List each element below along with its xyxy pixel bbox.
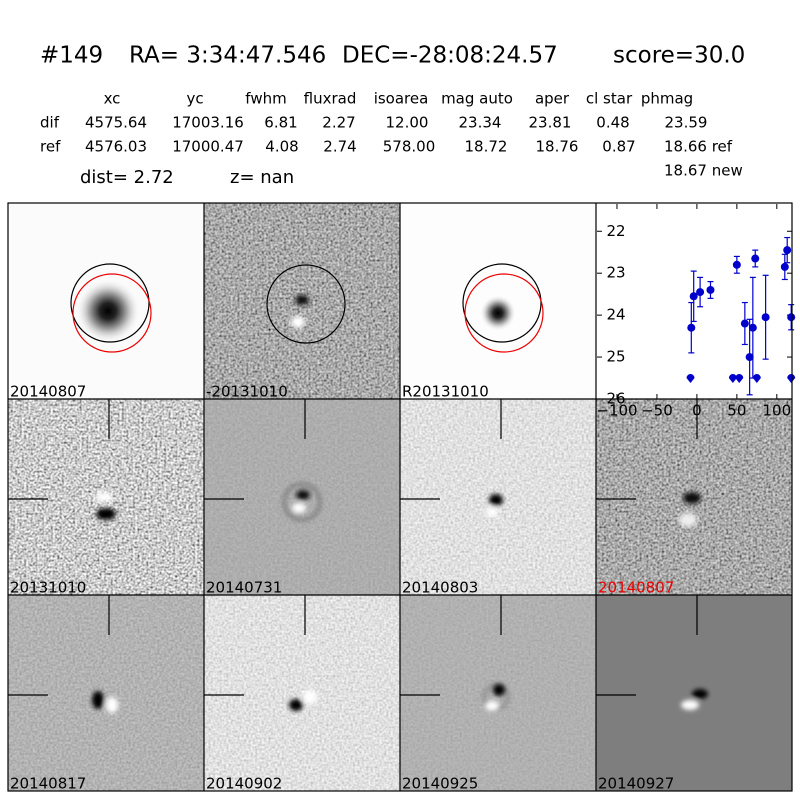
table-cell: 23.34: [459, 114, 502, 132]
image-panel: [400, 203, 596, 399]
z: z= nan: [230, 167, 294, 188]
image-panel: [596, 595, 792, 791]
upper-limit: [752, 374, 761, 384]
image-panel: [400, 595, 596, 791]
table-cell: 18.72: [465, 138, 508, 156]
panel-label: 20140927: [598, 775, 674, 793]
point: [783, 246, 792, 255]
table-cell: 4.08: [265, 138, 298, 156]
row-label: ref: [40, 138, 61, 156]
score: score=30.0: [613, 43, 745, 69]
column-header: phmag: [641, 90, 693, 108]
y-tick-label: 22: [606, 222, 625, 240]
table-cell: 0.48: [596, 114, 629, 132]
point: [748, 323, 757, 332]
table-cell: 17003.16: [172, 114, 244, 132]
column-header: fwhm: [245, 90, 286, 108]
column-header: cl star: [586, 90, 633, 108]
plot-area: [597, 204, 792, 399]
table-cell: 18.76: [536, 138, 579, 156]
image-panel: [204, 399, 400, 595]
table-cell: 4576.03: [85, 138, 147, 156]
x-tick-label: 100: [762, 402, 791, 420]
point: [780, 262, 789, 271]
ra: RA= 3:34:47.546: [129, 43, 326, 69]
image-panel: [400, 399, 596, 595]
new-mag: 18.67 new: [664, 162, 743, 180]
panel-label: R20131010: [402, 383, 489, 401]
stats-table: xc yc fwhm fluxrad isoarea mag auto aper cl sta…: [40, 90, 733, 156]
panel-label: 20140731: [206, 579, 282, 597]
image-panel: [596, 399, 792, 595]
point: [696, 288, 705, 297]
x-tick-label: 50: [727, 402, 746, 420]
panel-label: 20140807: [598, 579, 674, 597]
crosshairs: [8, 399, 698, 696]
column-header: fluxrad: [304, 90, 357, 108]
x-tick-label: 0: [692, 402, 702, 420]
point: [687, 323, 696, 332]
point: [745, 353, 754, 362]
panel-label: 20140925: [402, 775, 478, 793]
y-tick-label: 23: [606, 264, 625, 282]
upper-limit: [728, 374, 737, 384]
dec: DEC=-28:08:24.57: [342, 43, 558, 69]
dist: dist= 2.72: [80, 167, 174, 188]
point: [732, 260, 741, 269]
y-tick-label: 26: [606, 390, 625, 408]
image-panel: [204, 203, 400, 399]
table-cell: 12.00: [386, 114, 429, 132]
table-cell: 2.27: [322, 114, 355, 132]
table-cell: 6.81: [264, 114, 297, 132]
column-header: mag auto: [441, 90, 513, 108]
panel-label: -20131010: [206, 383, 288, 401]
image-panel: [8, 203, 204, 399]
point: [706, 285, 715, 294]
table-cell: 578.00: [383, 138, 436, 156]
table-cell: 17000.47: [172, 138, 244, 156]
point: [751, 254, 760, 263]
panel-label: 20140902: [206, 775, 282, 793]
column-header: aper: [535, 90, 570, 108]
upper-limit: [686, 374, 695, 384]
column-header: xc: [104, 90, 121, 108]
point: [787, 313, 796, 322]
point: [689, 292, 698, 301]
image-panel: [204, 595, 400, 791]
x-tick-label: −100: [596, 402, 637, 420]
y-tick-label: 24: [606, 306, 625, 324]
table-cell: 23.59: [665, 114, 708, 132]
panel-label: 20140807: [10, 383, 86, 401]
light-curve: [597, 204, 796, 400]
image-panel: [8, 595, 204, 791]
panel-label: 20140817: [10, 775, 86, 793]
object-id: #149: [40, 43, 103, 69]
y-tick-label: 25: [606, 348, 625, 366]
row-label: dif: [40, 114, 60, 132]
point: [761, 313, 770, 322]
column-header: yc: [186, 90, 203, 108]
panel-borders: [7, 202, 793, 792]
table-cell: 23.81: [529, 114, 572, 132]
table-cell: 2.74: [323, 138, 356, 156]
column-header: isoarea: [374, 90, 429, 108]
panel-label: 20140803: [402, 579, 478, 597]
point: [740, 319, 749, 328]
table-cell: 18.66 ref: [664, 138, 733, 156]
panel-label: 20131010: [10, 579, 86, 597]
x-tick-label: −50: [641, 402, 673, 420]
upper-limit: [735, 374, 744, 384]
table-cell: 0.87: [602, 138, 635, 156]
image-panel: [8, 399, 204, 595]
upper-limit: [787, 374, 796, 384]
table-cell: 4575.64: [85, 114, 147, 132]
